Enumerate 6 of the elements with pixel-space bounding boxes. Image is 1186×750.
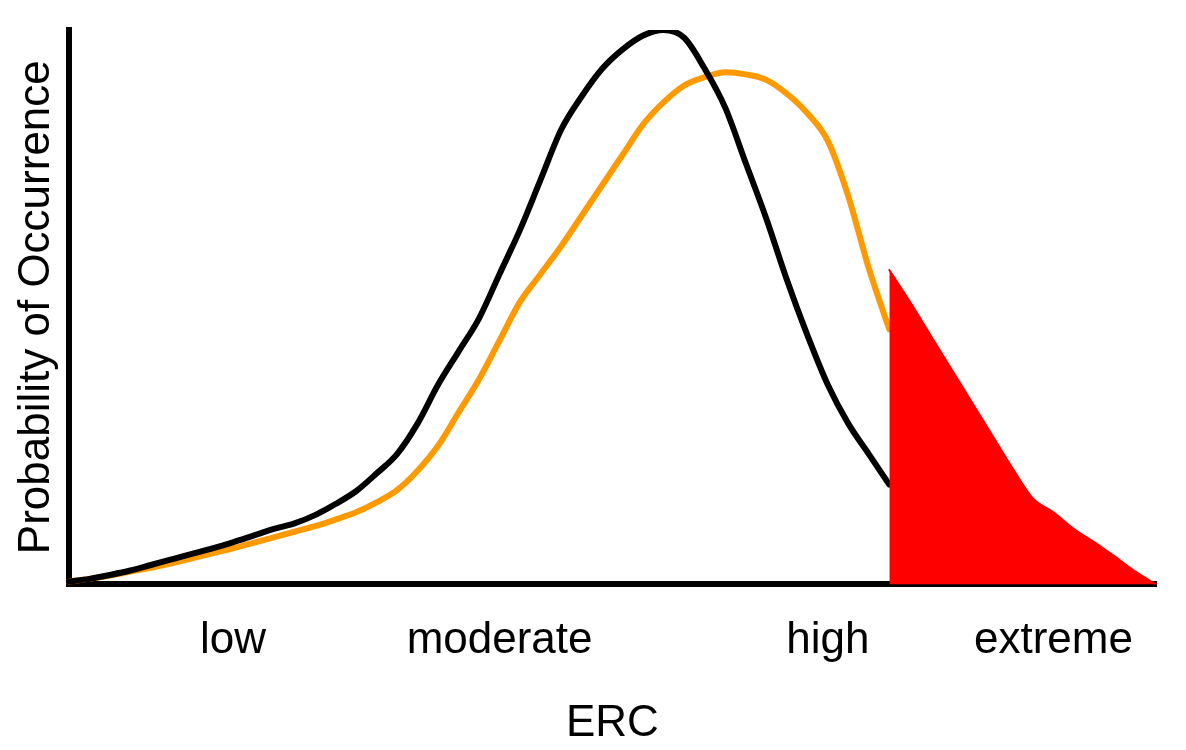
x-tick-label: extreme	[973, 612, 1133, 662]
y-axis-title: Probability of Occurrence	[8, 60, 58, 555]
x-tick-label: high	[786, 612, 870, 662]
x-tick-label: moderate	[406, 612, 593, 662]
x-axis-title: ERC	[565, 695, 659, 745]
x-tick-label: low	[199, 612, 267, 662]
